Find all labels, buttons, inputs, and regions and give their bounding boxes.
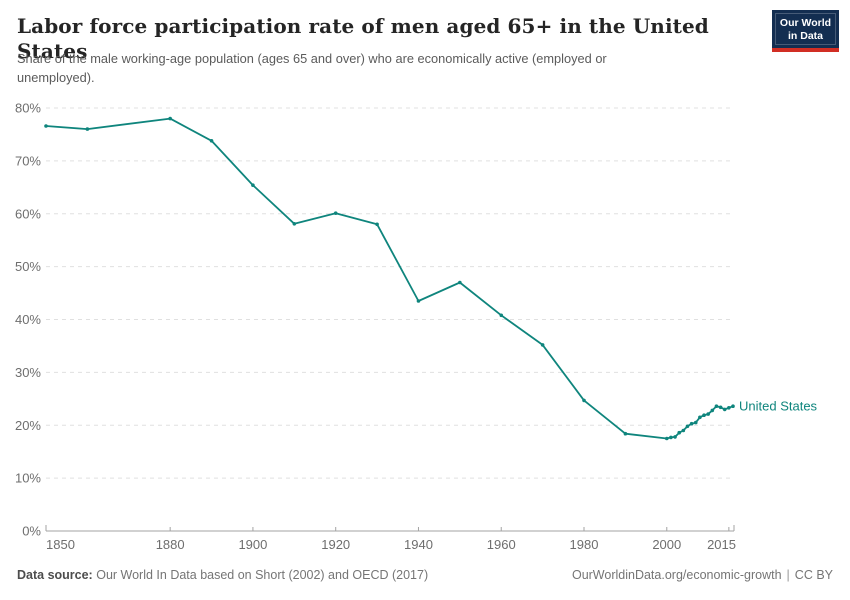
- data-source-text: Our World In Data based on Short (2002) …: [96, 568, 429, 582]
- data-point: [540, 343, 545, 347]
- x-tick-label: 1960: [487, 537, 516, 552]
- data-point: [718, 405, 723, 410]
- data-source-label: Data source:: [17, 568, 93, 582]
- data-line: [45, 117, 734, 440]
- chart-footer: Data source: Our World In Data based on …: [17, 568, 833, 582]
- attribution: OurWorldinData.org/economic-growth | CC BY: [572, 568, 833, 582]
- x-tick-label: 1920: [321, 537, 350, 552]
- x-tick-label: 1900: [238, 537, 267, 552]
- data-point: [727, 406, 731, 410]
- chart-title: Labor force participation rate of men ag…: [17, 14, 709, 63]
- y-tick-label: 30%: [15, 365, 41, 380]
- data-point: [669, 435, 673, 440]
- data-point: [209, 139, 214, 143]
- data-point: [458, 280, 462, 285]
- x-tick-label: 2000: [652, 537, 681, 552]
- data-point: [731, 404, 735, 409]
- data-point: [251, 183, 255, 187]
- data-point: [677, 430, 681, 435]
- data-point: [168, 116, 172, 121]
- data-point: [698, 415, 702, 420]
- data-point: [664, 436, 669, 441]
- data-point: [85, 127, 90, 131]
- footer-separator: |: [786, 568, 790, 582]
- data-point: [685, 424, 690, 429]
- data-point: [673, 435, 677, 439]
- data-point: [416, 299, 421, 303]
- data-point: [292, 222, 297, 226]
- series-end-label: United States: [739, 399, 818, 414]
- data-point: [333, 211, 338, 215]
- y-tick-label: 10%: [15, 471, 41, 486]
- data-point: [710, 408, 715, 413]
- data-point: [44, 124, 48, 128]
- y-tick-label: 50%: [15, 259, 41, 274]
- data-point: [693, 420, 698, 425]
- owid-url-link[interactable]: OurWorldinData.org/economic-growth: [571, 568, 782, 582]
- chart-subtitle: Share of the male working-age population…: [17, 51, 607, 85]
- data-point: [689, 421, 694, 426]
- x-tick-label: 1980: [570, 537, 599, 552]
- data-source-note: Data source: Our World In Data based on …: [17, 568, 428, 582]
- y-tick-label: 0%: [22, 524, 41, 539]
- x-tick-label: 1880: [156, 537, 185, 552]
- data-point: [702, 413, 706, 418]
- x-tick-label: 1850: [46, 537, 75, 552]
- data-point: [714, 404, 719, 409]
- logo-text-line2: in Data: [787, 29, 823, 42]
- license-label: CC BY: [794, 568, 833, 582]
- data-point: [722, 407, 727, 412]
- data-point: [582, 398, 586, 403]
- owid-logo: Our World in Data: [772, 10, 839, 52]
- data-point: [681, 428, 686, 433]
- y-tick-label: 20%: [15, 418, 41, 433]
- x-tick-label: 1940: [404, 537, 433, 552]
- data-point: [623, 431, 628, 436]
- y-tick-label: 70%: [15, 153, 41, 168]
- y-tick-label: 40%: [15, 312, 41, 327]
- x-tick-label: 2015: [707, 537, 736, 552]
- logo-text-line1: Our World: [779, 17, 832, 29]
- line-chart: 0% 10% 20% 30% 40% 50% 60% 70% 80% 1850 1880 1900 19…: [15, 101, 818, 553]
- data-point: [499, 313, 504, 318]
- data-point: [375, 222, 379, 227]
- y-tick-label: 60%: [15, 206, 41, 221]
- y-tick-label: 80%: [15, 101, 41, 116]
- data-point: [706, 412, 710, 416]
